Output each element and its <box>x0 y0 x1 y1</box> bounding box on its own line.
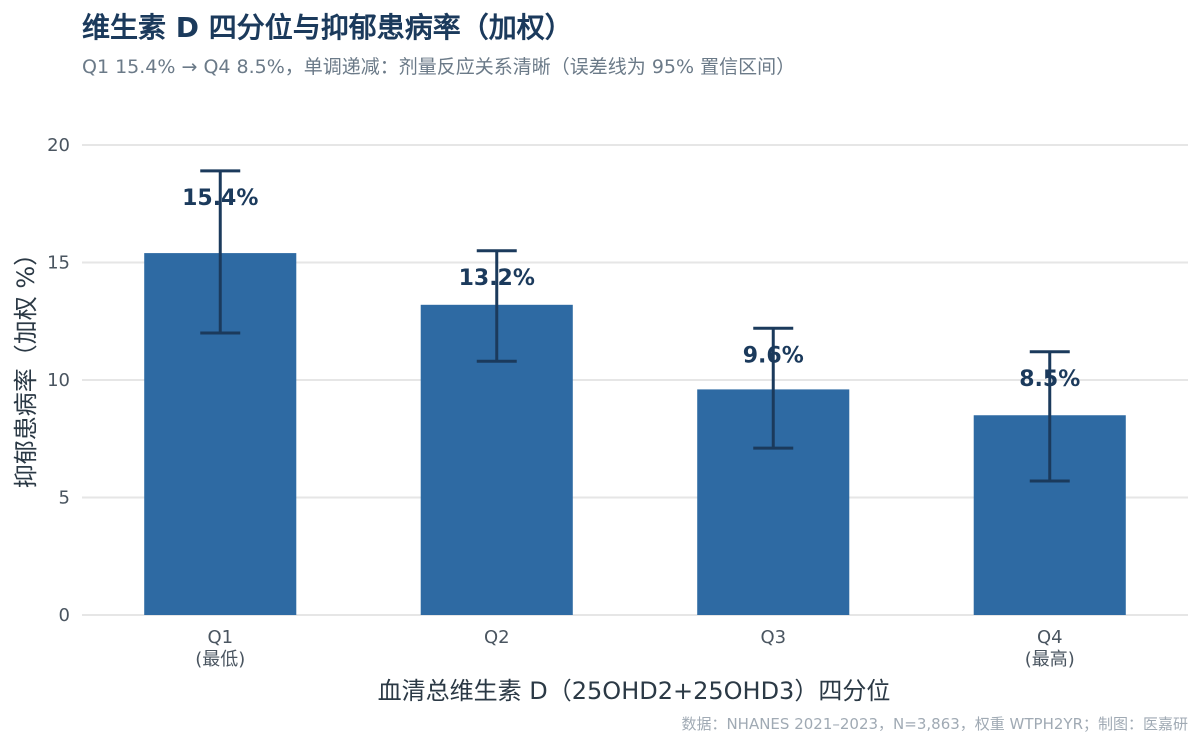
y-tick-label: 0 <box>59 605 70 626</box>
y-tick-label: 5 <box>59 488 70 509</box>
chart-subtitle: Q1 15.4% → Q4 8.5%，单调递减：剂量反应关系清晰（误差线为 95… <box>82 56 796 78</box>
error-bar <box>200 169 241 335</box>
data-label: 8.5% <box>1019 367 1080 392</box>
y-axis-ticks: 0 5 10 15 20 <box>47 135 70 626</box>
x-tick-label: Q3 <box>760 627 786 648</box>
x-tick-sublabel: (最高) <box>1025 649 1075 670</box>
data-label: 15.4% <box>182 186 258 211</box>
chart-title: 维生素 D 四分位与抑郁患病率（加权） <box>82 11 573 44</box>
error-bar <box>476 249 517 363</box>
x-tick-sublabel: (最低) <box>195 649 245 670</box>
x-tick-label: Q1 <box>207 627 233 648</box>
x-axis-ticks: Q1(最低) Q2 Q3 Q4(最高) <box>195 627 1075 670</box>
data-label: 13.2% <box>459 266 535 291</box>
data-labels: 15.4% 13.2% 9.6% 8.5% <box>182 186 1080 392</box>
x-axis-title: 血清总维生素 D（25OHD2+25OHD3）四分位 <box>378 677 891 705</box>
x-tick-label: Q2 <box>484 627 510 648</box>
y-tick-label: 20 <box>47 135 70 156</box>
y-tick-label: 15 <box>47 253 70 274</box>
bars <box>144 253 1126 615</box>
y-tick-label: 10 <box>47 370 70 391</box>
error-bar <box>1029 350 1070 483</box>
error-bars <box>200 169 1070 483</box>
error-bar <box>753 326 794 450</box>
x-tick-label: Q4 <box>1037 627 1063 648</box>
source-note: 数据：NHANES 2021–2023，N=3,863，权重 WTPH2YR；制… <box>681 715 1188 733</box>
data-label: 9.6% <box>743 343 804 368</box>
y-axis-title: 抑郁患病率（加权 %） <box>12 242 40 488</box>
